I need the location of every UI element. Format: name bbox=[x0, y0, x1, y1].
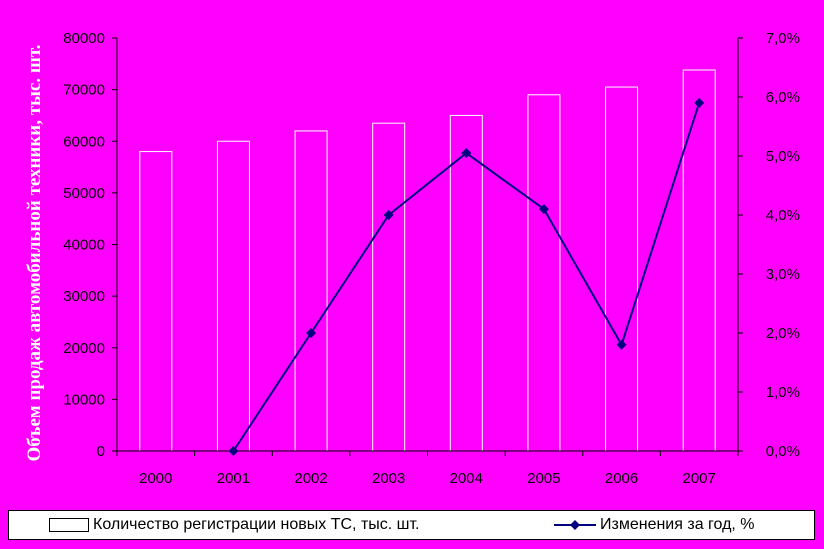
line-point-2007 bbox=[694, 97, 705, 108]
legend: Количество регистрации новых ТС, тыс. шт… bbox=[8, 510, 815, 540]
y-tick-label: 60000 bbox=[63, 133, 105, 150]
bar-2005 bbox=[527, 94, 561, 452]
y2-tick-label: 0,0% bbox=[766, 443, 800, 460]
y-tick-label: 70000 bbox=[63, 82, 105, 99]
axes bbox=[116, 38, 739, 452]
line-series bbox=[228, 97, 705, 456]
bar-2004 bbox=[449, 114, 483, 452]
x-ticks: 2000 2001 2002 2003 2004 2005 2006 2007 bbox=[116, 451, 739, 487]
x-tick-label: 2007 bbox=[683, 470, 716, 487]
legend-item-line: Изменения за год, % bbox=[554, 516, 755, 534]
x-tick-label: 2006 bbox=[605, 470, 638, 487]
line-point-2005 bbox=[538, 204, 549, 215]
x-tick-label: 2002 bbox=[294, 470, 327, 487]
y2-tick-label: 5,0% bbox=[766, 148, 800, 165]
y2-tick-label: 6,0% bbox=[766, 89, 800, 106]
y-tick-label: 80000 bbox=[63, 30, 105, 47]
x-tick-label: 2004 bbox=[450, 470, 483, 487]
y-tick-label: 50000 bbox=[63, 185, 105, 202]
y-tick-label: 40000 bbox=[63, 237, 105, 254]
y2-tick-label: 4,0% bbox=[766, 207, 800, 224]
bar-2001 bbox=[216, 140, 250, 452]
bar-2002 bbox=[294, 130, 328, 452]
right-y-ticks: 0,0% 1,0% 2,0% 3,0% 4,0% 5,0% 6,0% 7,0% bbox=[738, 30, 800, 460]
y2-tick-label: 3,0% bbox=[766, 266, 800, 283]
legend-bar-swatch bbox=[49, 517, 89, 532]
legend-item-bars: Количество регистрации новых ТС, тыс. шт… bbox=[49, 516, 420, 534]
x-tick-label: 2001 bbox=[217, 470, 250, 487]
y2-tick-label: 1,0% bbox=[766, 384, 800, 401]
bar-2000 bbox=[139, 151, 173, 452]
bar-2003 bbox=[372, 122, 406, 452]
line-point-2006 bbox=[616, 339, 627, 350]
y-tick-label: 10000 bbox=[63, 391, 105, 408]
left-y-ticks: 0 10000 20000 30000 40000 50000 60000 70000 8000… bbox=[63, 30, 117, 460]
legend-label-line: Изменения за год, % bbox=[600, 516, 755, 533]
y-tick-label: 0 bbox=[97, 443, 105, 460]
line-point-2001 bbox=[228, 446, 239, 456]
bar-2006 bbox=[605, 86, 639, 452]
legend-line-swatch bbox=[554, 519, 596, 530]
line-point-2002 bbox=[306, 328, 317, 338]
y-axis-label: Объем продаж автомобильной техники, тыс.… bbox=[24, 44, 45, 461]
legend-label-bars: Количество регистрации новых ТС, тыс. шт… bbox=[93, 516, 420, 533]
x-tick-label: 2005 bbox=[527, 470, 560, 487]
x-tick-label: 2000 bbox=[139, 470, 172, 487]
bar-2007 bbox=[682, 69, 716, 452]
y2-tick-label: 2,0% bbox=[766, 325, 800, 342]
x-tick-label: 2003 bbox=[372, 470, 405, 487]
y2-tick-label: 7,0% bbox=[766, 30, 800, 47]
y-tick-label: 30000 bbox=[63, 288, 105, 305]
line-point-2004 bbox=[461, 148, 472, 159]
line-point-2003 bbox=[383, 210, 394, 220]
bar-series bbox=[139, 69, 716, 452]
y-tick-label: 20000 bbox=[63, 340, 105, 357]
